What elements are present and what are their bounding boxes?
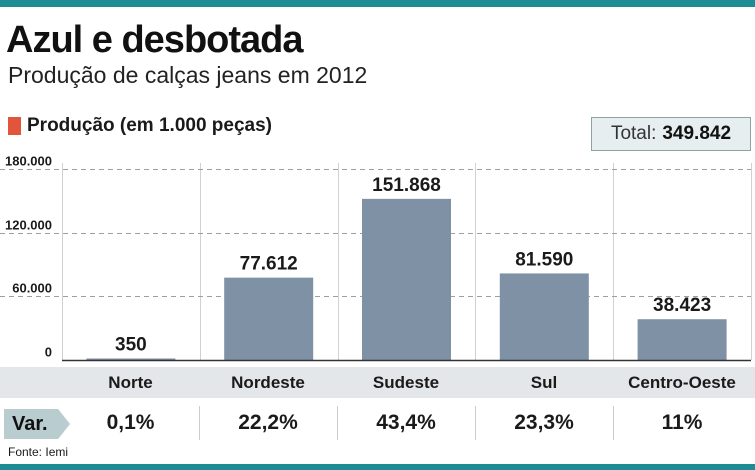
bar — [637, 319, 727, 360]
category-label-centro-oeste: Centro-Oeste — [628, 373, 736, 392]
variation-value-sul: 23,3% — [514, 411, 574, 434]
variation-label: Var. — [12, 413, 48, 435]
variation-divider — [199, 406, 200, 440]
variation-value-centro-oeste: 11% — [661, 411, 703, 434]
total-label: Total: — [610, 123, 657, 144]
y-tick-label: 60.000 — [12, 281, 52, 296]
category-label-nordeste: Nordeste — [231, 373, 305, 392]
variation-divider — [613, 406, 614, 440]
bar — [362, 198, 451, 360]
legend-label: Produção (em 1.000 peças) — [27, 115, 272, 136]
variation-divider — [337, 406, 338, 440]
y-tick-label: 180.000 — [5, 155, 52, 169]
top-accent-bar — [0, 0, 755, 7]
total-value: 349.842 — [662, 123, 732, 144]
chart-headline: Azul e desbotada — [6, 19, 303, 61]
category-band — [0, 367, 755, 398]
bar-value-label: 350 — [115, 335, 147, 356]
bottom-accent-bar — [0, 464, 755, 470]
bar-value-label: 151.868 — [372, 175, 441, 196]
variation-value-norte: 0,1% — [106, 411, 155, 434]
bar-chart: 0 60.000 120.000 180.000 350 77.612 151.868 81.… — [0, 155, 752, 362]
bar-value-label: 81.590 — [515, 249, 573, 270]
source-note: Fonte: Iemi — [8, 445, 69, 459]
category-label-sul: Sul — [530, 373, 558, 392]
bar — [224, 277, 314, 360]
variation-divider — [475, 406, 476, 440]
bar — [86, 358, 176, 360]
bar-value-label: 38.423 — [653, 295, 711, 316]
category-label-norte: Norte — [108, 373, 153, 392]
bar-value-label: 77.612 — [240, 254, 298, 275]
variation-tag: Var. — [4, 409, 70, 439]
category-label-sudeste: Sudeste — [372, 373, 440, 392]
legend: Produção (em 1.000 peças) — [8, 113, 272, 139]
variation-value-sudeste: 43,4% — [376, 411, 436, 434]
y-tick-label: 0 — [45, 345, 52, 360]
total-box: Total: 349.842 — [591, 117, 751, 151]
chart-subtitle: Produção de calças jeans em 2012 — [8, 62, 368, 88]
variation-value-nordeste: 22,2% — [238, 411, 298, 434]
legend-swatch — [8, 117, 21, 135]
bar — [499, 273, 589, 360]
y-tick-label: 120.000 — [5, 218, 52, 233]
